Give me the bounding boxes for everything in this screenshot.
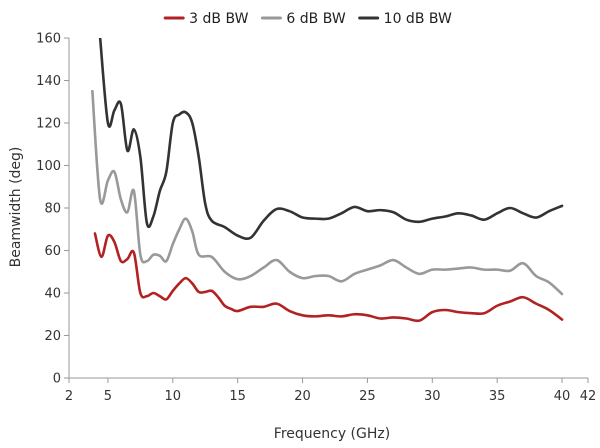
y-tick-label: 0	[53, 372, 61, 387]
series-line-10-db-bw	[98, 38, 564, 241]
legend: 3 dB BW 6 dB BW 10 dB BW	[163, 11, 452, 27]
x-axis-title: Frequency (GHz)	[274, 426, 390, 442]
legend-item-6-db-bw: 6 dB BW	[260, 11, 346, 27]
x-tick-label: 5	[104, 389, 112, 404]
x-tick-label: 35	[489, 389, 506, 404]
series-line-3-db-bw	[93, 232, 564, 323]
x-tick-label: 20	[294, 389, 311, 404]
y-tick-label: 40	[44, 287, 61, 302]
x-tick-label: 40	[554, 389, 571, 404]
y-tick-label: 100	[36, 159, 61, 174]
y-tick-label: 140	[36, 74, 61, 89]
series-group	[91, 38, 564, 323]
x-tick-label: 42	[580, 389, 597, 404]
y-axis-title: Beamwidth (deg)	[8, 147, 24, 268]
y-tick-label: 80	[44, 202, 61, 217]
legend-label: 6 dB BW	[286, 11, 345, 27]
x-tick-label: 10	[165, 389, 182, 404]
series-line-6-db-bw	[91, 89, 564, 296]
legend-label: 3 dB BW	[189, 11, 248, 27]
y-tick-label: 20	[44, 329, 61, 344]
legend-item-3-db-bw: 3 dB BW	[163, 11, 249, 27]
y-tick-label: 160	[36, 32, 61, 47]
x-tick-label: 25	[359, 389, 376, 404]
y-tick-label: 60	[44, 244, 61, 259]
legend-item-10-db-bw: 10 dB BW	[358, 11, 452, 27]
legend-label: 10 dB BW	[384, 11, 452, 27]
x-tick-label: 2	[65, 389, 73, 404]
x-tick-label: 30	[424, 389, 441, 404]
y-tick-label: 120	[36, 117, 61, 132]
x-tick-label: 15	[229, 389, 246, 404]
